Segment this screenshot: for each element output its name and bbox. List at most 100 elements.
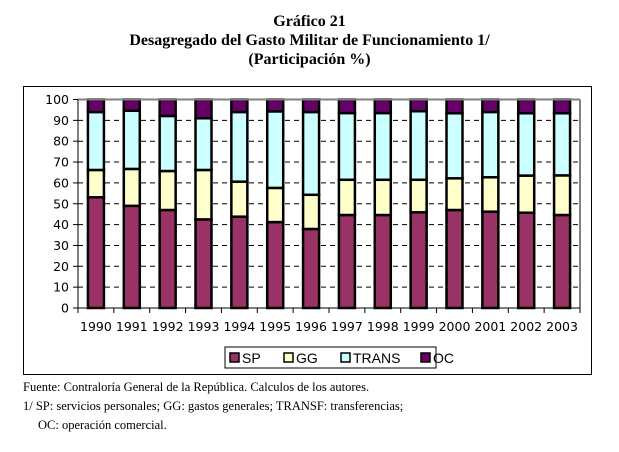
- bar-sp-1996: [301, 227, 321, 310]
- x-tick-label: 2001: [474, 319, 506, 334]
- bar-sp-2003: [552, 213, 572, 310]
- bars: [86, 98, 572, 310]
- legend-label-gg: GG: [296, 350, 318, 366]
- x-tick-label: 2003: [546, 319, 578, 334]
- bar-trans-2001: [481, 110, 500, 179]
- bar-oc-1990: [86, 98, 106, 114]
- bar-trans-2003: [552, 112, 572, 177]
- legend-swatch-trans: [340, 352, 351, 363]
- x-tick-label: 1995: [259, 319, 291, 334]
- bar-sp-1998: [373, 213, 393, 310]
- y-tick-label: 50: [53, 196, 69, 211]
- y-tick-label: 70: [53, 155, 69, 170]
- x-tick-label: 1991: [116, 319, 148, 334]
- bar-trans-2002: [516, 112, 536, 177]
- bar-gg-1991: [122, 167, 142, 208]
- chart-title: Desagregado del Gasto Militar de Funcion…: [129, 32, 490, 49]
- y-tick-label: 40: [53, 217, 69, 232]
- chart-frame: [23, 86, 592, 375]
- bar-trans-1993: [194, 117, 213, 172]
- x-tick-label: 1999: [403, 319, 435, 334]
- chart-number: Gráfico 21: [273, 13, 346, 30]
- bar-sp-1992: [158, 208, 177, 310]
- bar-trans-1990: [86, 110, 106, 172]
- axes: [73, 98, 581, 313]
- bar-trans-1998: [373, 111, 393, 182]
- x-tick-label: 1996: [295, 319, 327, 334]
- bar-trans-1996: [301, 110, 321, 197]
- bar-oc-1998: [373, 98, 393, 115]
- y-tick-label: 10: [53, 280, 69, 295]
- bar-gg-1995: [265, 186, 285, 224]
- y-tick-label: 100: [45, 92, 69, 107]
- y-tick-label: 30: [53, 238, 69, 253]
- bar-gg-1998: [373, 178, 393, 217]
- bar-oc-1996: [301, 98, 321, 114]
- bar-trans-2000: [445, 112, 464, 180]
- chart-notes: Fuente: Contraloría General de la Repúbl…: [23, 378, 403, 435]
- bar-gg-2003: [552, 174, 572, 217]
- bar-sp-1991: [122, 204, 142, 310]
- bar-oc-1991: [122, 98, 142, 113]
- legend-swatch-sp: [229, 352, 240, 363]
- bar-oc-2000: [445, 98, 464, 115]
- bar-sp-2002: [516, 211, 536, 310]
- legend-swatch-gg: [283, 352, 294, 363]
- chart-title-block: Gráfico 21 Desagregado del Gasto Militar…: [0, 12, 619, 69]
- legend-label-trans: TRANS: [353, 350, 400, 366]
- x-tick-labels: 1990 1991 1992 1993 1994 1995 1996 1997 1998 1999…: [80, 319, 578, 334]
- bar-oc-1993: [194, 98, 213, 120]
- bar-oc-1999: [409, 98, 428, 113]
- legend-swatch-oc: [420, 352, 431, 363]
- footnote-1: 1/ SP: servicios personales; GG: gastos …: [23, 399, 404, 413]
- footnote-2: OC: operación comercial.: [38, 418, 167, 432]
- bar-sp-1993: [194, 218, 213, 310]
- bar-gg-2002: [516, 174, 536, 214]
- bar-trans-1994: [230, 110, 249, 183]
- bar-oc-2003: [552, 98, 572, 115]
- bar-trans-1995: [265, 110, 285, 190]
- y-tick-label: 0: [61, 301, 69, 316]
- source-note: Fuente: Contraloría General de la Repúbl…: [23, 380, 370, 394]
- bar-oc-1995: [265, 98, 285, 113]
- bar-trans-1991: [122, 109, 142, 171]
- bar-trans-1999: [409, 109, 428, 182]
- y-tick-labels: 0 10 20 30 40 50 60 70 80 90 100: [45, 92, 69, 316]
- x-tick-label: 1992: [152, 319, 184, 334]
- gridlines: [78, 119, 580, 288]
- y-tick-label: 90: [53, 113, 69, 128]
- x-tick-label: 1997: [331, 319, 363, 334]
- bar-oc-2001: [481, 98, 500, 114]
- bar-oc-1994: [230, 98, 249, 114]
- bar-sp-1995: [265, 220, 285, 310]
- bar-oc-1992: [158, 98, 177, 118]
- legend: SP GG TRANS OC: [224, 346, 454, 369]
- bar-gg-1996: [301, 193, 321, 231]
- x-tick-label: 1993: [188, 319, 220, 334]
- x-tick-label: 1990: [80, 319, 112, 334]
- x-tick-label: 2000: [439, 319, 471, 334]
- bar-sp-1999: [409, 211, 428, 310]
- bar-oc-1997: [337, 98, 357, 115]
- legend-label-sp: SP: [242, 350, 261, 366]
- bar-gg-1999: [409, 178, 428, 214]
- x-tick-label: 1994: [223, 319, 255, 334]
- bar-trans-1992: [158, 114, 177, 173]
- bar-sp-2001: [481, 210, 500, 310]
- bar-sp-1997: [337, 213, 357, 310]
- bar-trans-1997: [337, 111, 357, 182]
- bar-gg-2000: [445, 177, 464, 212]
- bar-gg-2001: [481, 176, 500, 213]
- bar-sp-1994: [230, 215, 249, 310]
- y-tick-label: 20: [53, 259, 69, 274]
- bar-gg-1993: [194, 168, 213, 221]
- legend-box: [224, 346, 437, 369]
- legend-label-oc: OC: [433, 350, 454, 366]
- bar-gg-1990: [86, 168, 106, 199]
- x-tick-label: 2002: [510, 319, 542, 334]
- bar-gg-1997: [337, 178, 357, 217]
- bar-sp-2000: [445, 208, 464, 310]
- bar-oc-2002: [516, 98, 536, 115]
- x-tick-label: 1998: [367, 319, 399, 334]
- bar-gg-1992: [158, 169, 177, 212]
